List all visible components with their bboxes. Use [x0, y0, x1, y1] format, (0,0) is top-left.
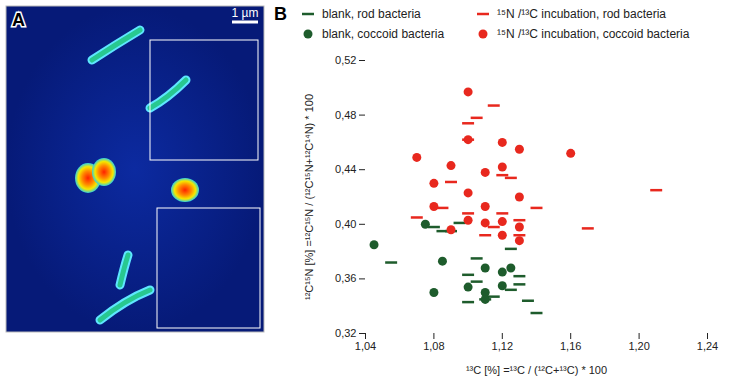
- svg-text:1,24: 1,24: [697, 340, 718, 352]
- html-text:blank, coccoid bacteria: blank, coccoid bacteria: [322, 27, 445, 41]
- svg-text:1,04: 1,04: [355, 340, 376, 352]
- svg-text:¹²C¹⁵N [%] =¹²C¹⁵N / (¹²C¹⁵N+¹: ¹²C¹⁵N [%] =¹²C¹⁵N / (¹²C¹⁵N+¹²C¹⁴N) * 1…: [303, 94, 315, 300]
- svg-text:1,16: 1,16: [560, 340, 581, 352]
- svg-text:0,36: 0,36: [335, 272, 356, 284]
- svg-text:0,48: 0,48: [335, 109, 356, 121]
- svg-text:1 µm: 1 µm: [232, 6, 259, 20]
- html-text:blank, rod bacteria: blank, rod bacteria: [322, 7, 421, 21]
- svg-text:0,52: 0,52: [335, 54, 356, 66]
- svg-text:1,12: 1,12: [492, 340, 513, 352]
- svg-text:¹³C [%] =¹³C / (¹²C+¹³C) * 100: ¹³C [%] =¹³C / (¹²C+¹³C) * 100: [466, 364, 607, 376]
- html-text:B: B: [274, 4, 287, 24]
- svg-text:0,40: 0,40: [335, 218, 356, 230]
- svg-text:0,44: 0,44: [335, 163, 356, 175]
- svg-text:1,20: 1,20: [628, 340, 649, 352]
- html-text:¹⁵N /¹³C incubation, coccoid b: ¹⁵N /¹³C incubation, coccoid bacteria: [497, 27, 690, 41]
- svg-text:0,32: 0,32: [335, 327, 356, 339]
- svg-text:1,08: 1,08: [423, 340, 444, 352]
- svg-text:A: A: [12, 10, 25, 30]
- html-text:¹⁵N /¹³C incubation, rod bacte: ¹⁵N /¹³C incubation, rod bacteria: [497, 7, 666, 21]
